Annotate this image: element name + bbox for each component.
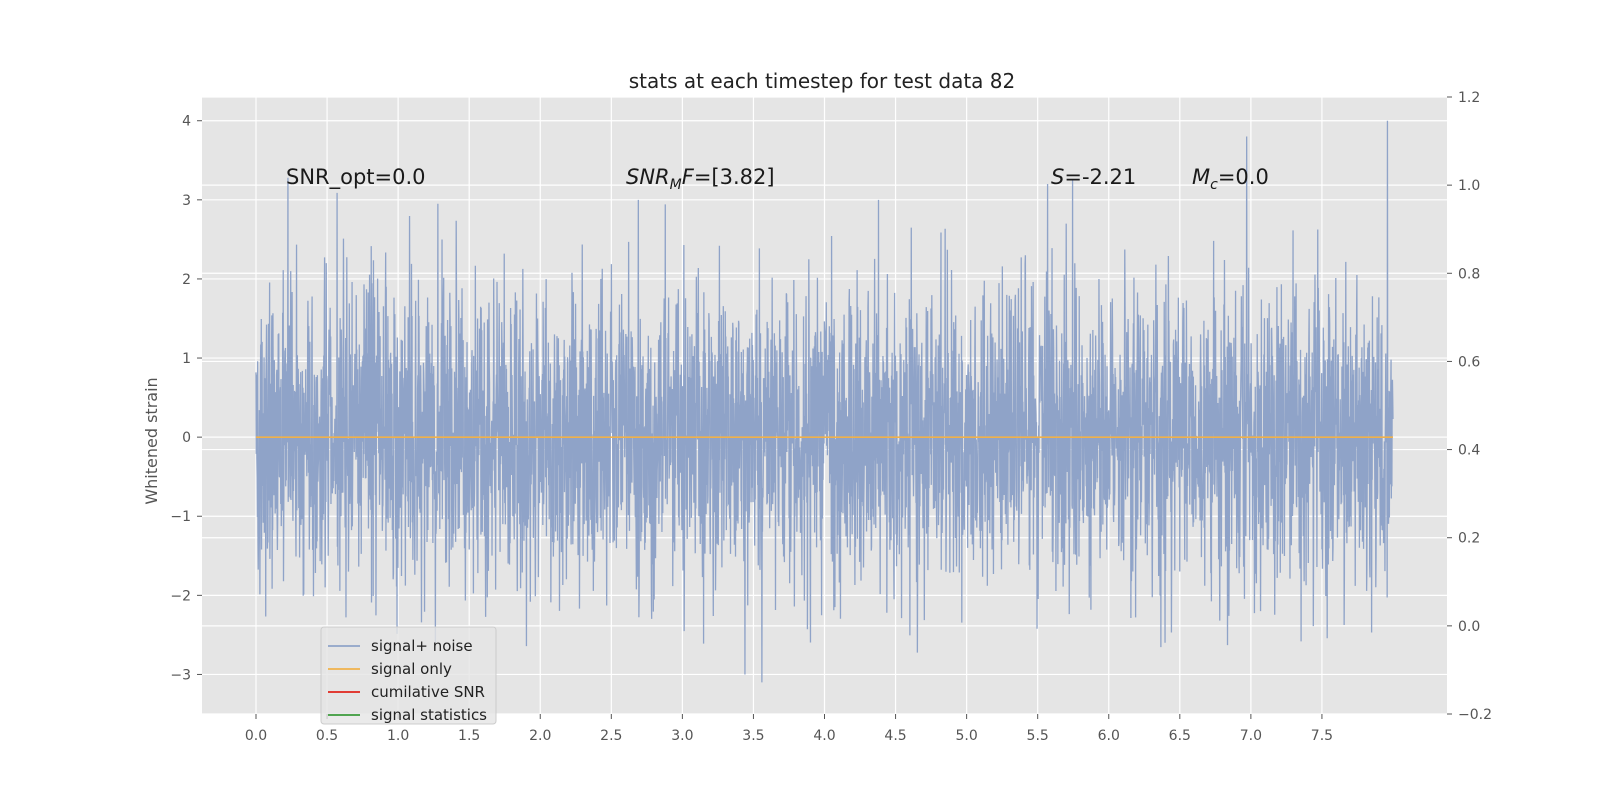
x-tick-label: 7.5 [1311,728,1333,744]
legend-box [320,626,497,725]
y-tick-label: −2 [170,588,191,604]
x-tick-label: 5.5 [1027,728,1049,744]
y-tick-label: −3 [170,667,191,683]
x-tick-label: 5.0 [955,728,977,744]
x-tick-label: 3.5 [742,728,764,744]
x-tick-label: 1.5 [458,728,480,744]
x-tick-label: 0.0 [245,728,267,744]
annotation-mc: Mc=0.0 [1192,165,1269,193]
y-tick-label: 1 [182,351,191,367]
y2-tick-label: 0.2 [1458,531,1480,547]
y2-tick-label: 0.0 [1458,619,1480,635]
x-tick-label: 2.5 [600,728,622,744]
y2-tick-label: 1.2 [1458,90,1480,106]
chart-title: stats at each timestep for test data 82 [629,69,1015,93]
y2-tick-label: 1.0 [1458,178,1480,194]
x-tick-label: 4.5 [884,728,906,744]
x-tick-label: 3.0 [671,728,693,744]
legend-label: signal statistics [371,706,487,724]
legend-label: signal+ noise [371,637,473,655]
y-axis-left: 4 3 2 1 0 −1 −2 −3 [170,114,202,683]
legend-label: signal only [371,660,452,678]
y2-tick-label: 0.4 [1458,443,1480,459]
y-tick-label: −1 [170,509,191,525]
y2-tick-label: −0.2 [1458,707,1492,723]
legend: signal+ noise signal only cumilative SNR si… [320,626,497,725]
annotation-snr-mf: SNRMF=[3.82] [626,165,775,193]
series-signal-noise [255,120,1394,683]
line-signal-noise [255,120,1394,683]
x-axis: 0.0 0.5 1.0 1.5 2.0 2.5 3.0 3.5 4.0 4.5 5.0 5.5 6.0 6… [245,714,1333,744]
y-axis-label: Whitened strain [142,377,161,504]
y-tick-label: 0 [182,430,191,446]
x-tick-label: 7.0 [1240,728,1262,744]
x-tick-label: 0.5 [316,728,338,744]
y-tick-label: 2 [182,272,191,288]
x-tick-label: 6.5 [1169,728,1191,744]
y-tick-label: 3 [182,193,191,209]
x-tick-label: 6.0 [1098,728,1120,744]
annotation-s: S=-2.21 [1051,165,1136,189]
annotation-snr-opt: SNR_opt=0.0 [286,165,426,190]
x-tick-label: 4.0 [813,728,835,744]
annotations: SNR_opt=0.0 SNRMF=[3.82] S=-2.21 Mc=0.0 [286,165,1269,193]
x-tick-label: 2.0 [529,728,551,744]
legend-label: cumilative SNR [371,683,485,701]
y-axis-right: 1.2 1.0 0.8 0.6 0.4 0.2 0.0 −0.2 [1447,90,1492,723]
y-tick-label: 4 [182,114,191,130]
y2-tick-label: 0.8 [1458,266,1480,282]
x-tick-label: 1.0 [387,728,409,744]
y2-tick-label: 0.6 [1458,354,1480,370]
